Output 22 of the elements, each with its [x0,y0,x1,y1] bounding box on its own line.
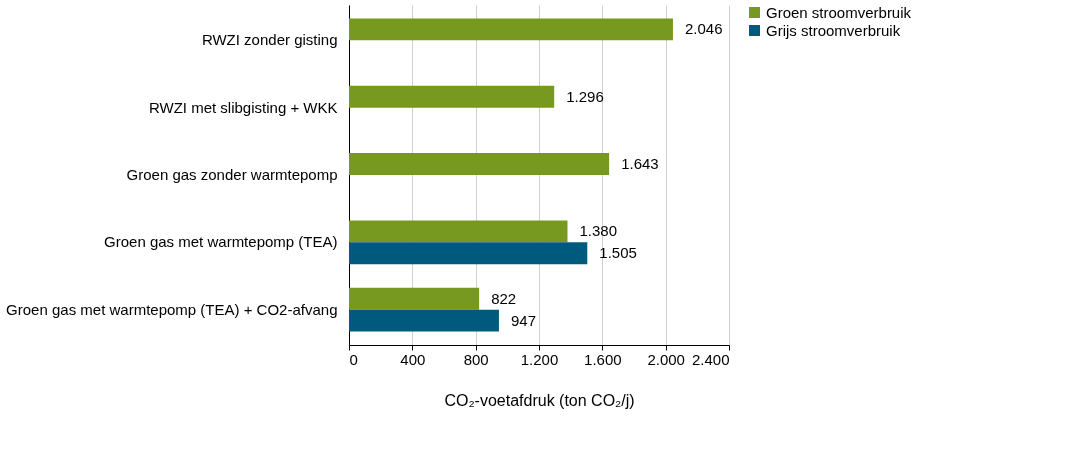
y-tick-label: Groen gas met warmtepomp (TEA) [104,233,338,251]
data-label: 947 [510,311,536,329]
data-label: 1.296 [566,87,604,105]
y-tick-label: RWZI met slibgisting + WKK [148,98,338,116]
x-tick-label: 1.200 [520,350,559,368]
x-tick-label: 400 [400,350,426,368]
x-tick-label: 2.400 [691,350,730,368]
x-axis-title: CO₂-voetafdruk (ton CO₂/j) [444,391,635,409]
legend-label: Groen stroomverbruik [766,3,912,21]
data-label: 2.046 [684,20,723,38]
data-label: 1.505 [599,244,637,262]
data-label: 1.643 [621,155,659,173]
y-tick-label: RWZI zonder gisting [201,31,338,49]
data-label: 822 [491,289,517,307]
x-tick-label: 2.000 [647,350,685,368]
data-label: 1.380 [579,222,618,240]
y-tick-label: Groen gas met warmtepomp (TEA) + CO2-afvang [6,300,338,318]
x-tick-label: 800 [463,350,489,368]
x-tick-label: 0 [349,350,358,368]
y-tick-label: Groen gas zonder warmtepomp [126,166,338,183]
x-tick-label: 1.600 [584,350,622,368]
legend-label: Grijs stroomverbruik [766,21,901,39]
